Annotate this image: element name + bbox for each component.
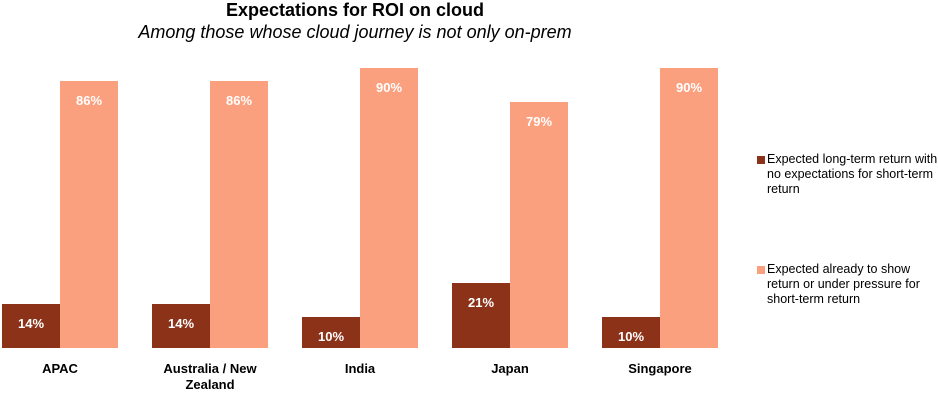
data-label: 10%: [317, 328, 345, 344]
data-label: 14%: [167, 316, 195, 332]
chart-title: Expectations for ROI on cloud: [225, 0, 485, 20]
legend-label: Expected long-term return with no expect…: [767, 152, 938, 196]
x-tick-label: India: [344, 361, 376, 376]
legend-swatch: [757, 156, 765, 164]
bar: [152, 304, 210, 348]
bar: [602, 316, 660, 348]
x-tick-label: APAC: [42, 361, 78, 376]
bar: [2, 304, 60, 348]
legend-swatch: [757, 266, 765, 274]
bar: [452, 282, 510, 348]
data-label: 90%: [675, 80, 703, 96]
x-tick-label: Singapore: [628, 361, 692, 376]
bar: [510, 102, 568, 348]
data-label: 86%: [75, 92, 103, 108]
x-tick-label: Australia / New Zealand: [163, 361, 257, 392]
data-label: 14%: [17, 316, 45, 332]
data-label: 86%: [225, 92, 253, 108]
data-label: 10%: [617, 328, 645, 344]
x-tick-label: Japan: [491, 361, 529, 376]
bar: [60, 80, 118, 348]
bar: [210, 80, 268, 348]
chart-subtitle: Among those whose cloud journey is not o…: [138, 22, 572, 42]
data-label: 90%: [375, 80, 403, 96]
data-label: 79%: [525, 114, 553, 130]
legend-label: Expected already to show return or under…: [767, 262, 920, 306]
bar: [302, 316, 360, 348]
data-label: 21%: [467, 294, 495, 310]
bar: [660, 68, 718, 348]
bar: [360, 68, 418, 348]
